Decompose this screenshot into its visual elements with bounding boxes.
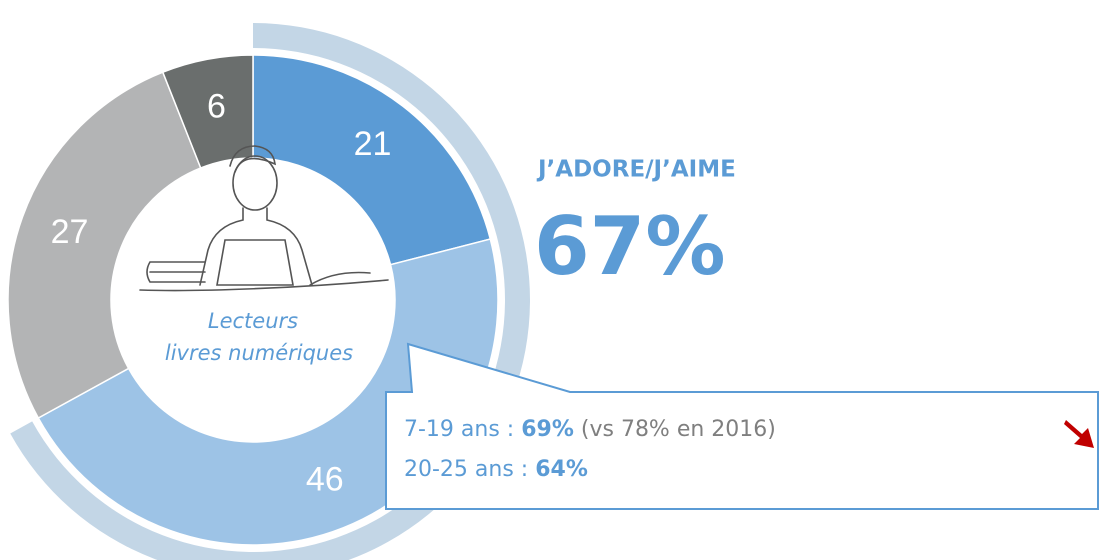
chart: 21 46 27 6 Lecteurs livres numériques J’ADO… (0, 0, 1099, 560)
center-hole (111, 158, 395, 442)
callout-value: 64% (535, 457, 588, 482)
callout-text: 20-25 ans : (404, 457, 535, 482)
slice-label: 21 (354, 125, 392, 163)
callout-line: 20-25 ans : 64% (404, 457, 588, 482)
callout-line: 7-19 ans : 69% (vs 78% en 2016) (404, 417, 776, 442)
slice-label: 6 (207, 87, 226, 125)
highlight-value: 67% (534, 200, 725, 293)
callout-text: 7-19 ans : (404, 417, 521, 442)
center-label: Lecteurs (208, 309, 298, 333)
center-label: livres numériques (165, 341, 353, 365)
callout-value: 69% (521, 417, 574, 442)
highlight-label: J’ADORE/J’AIME (536, 157, 736, 183)
slice-label: 46 (306, 460, 344, 498)
slice-label: 27 (51, 213, 89, 251)
callout-text: (vs 78% en 2016) (574, 417, 776, 442)
